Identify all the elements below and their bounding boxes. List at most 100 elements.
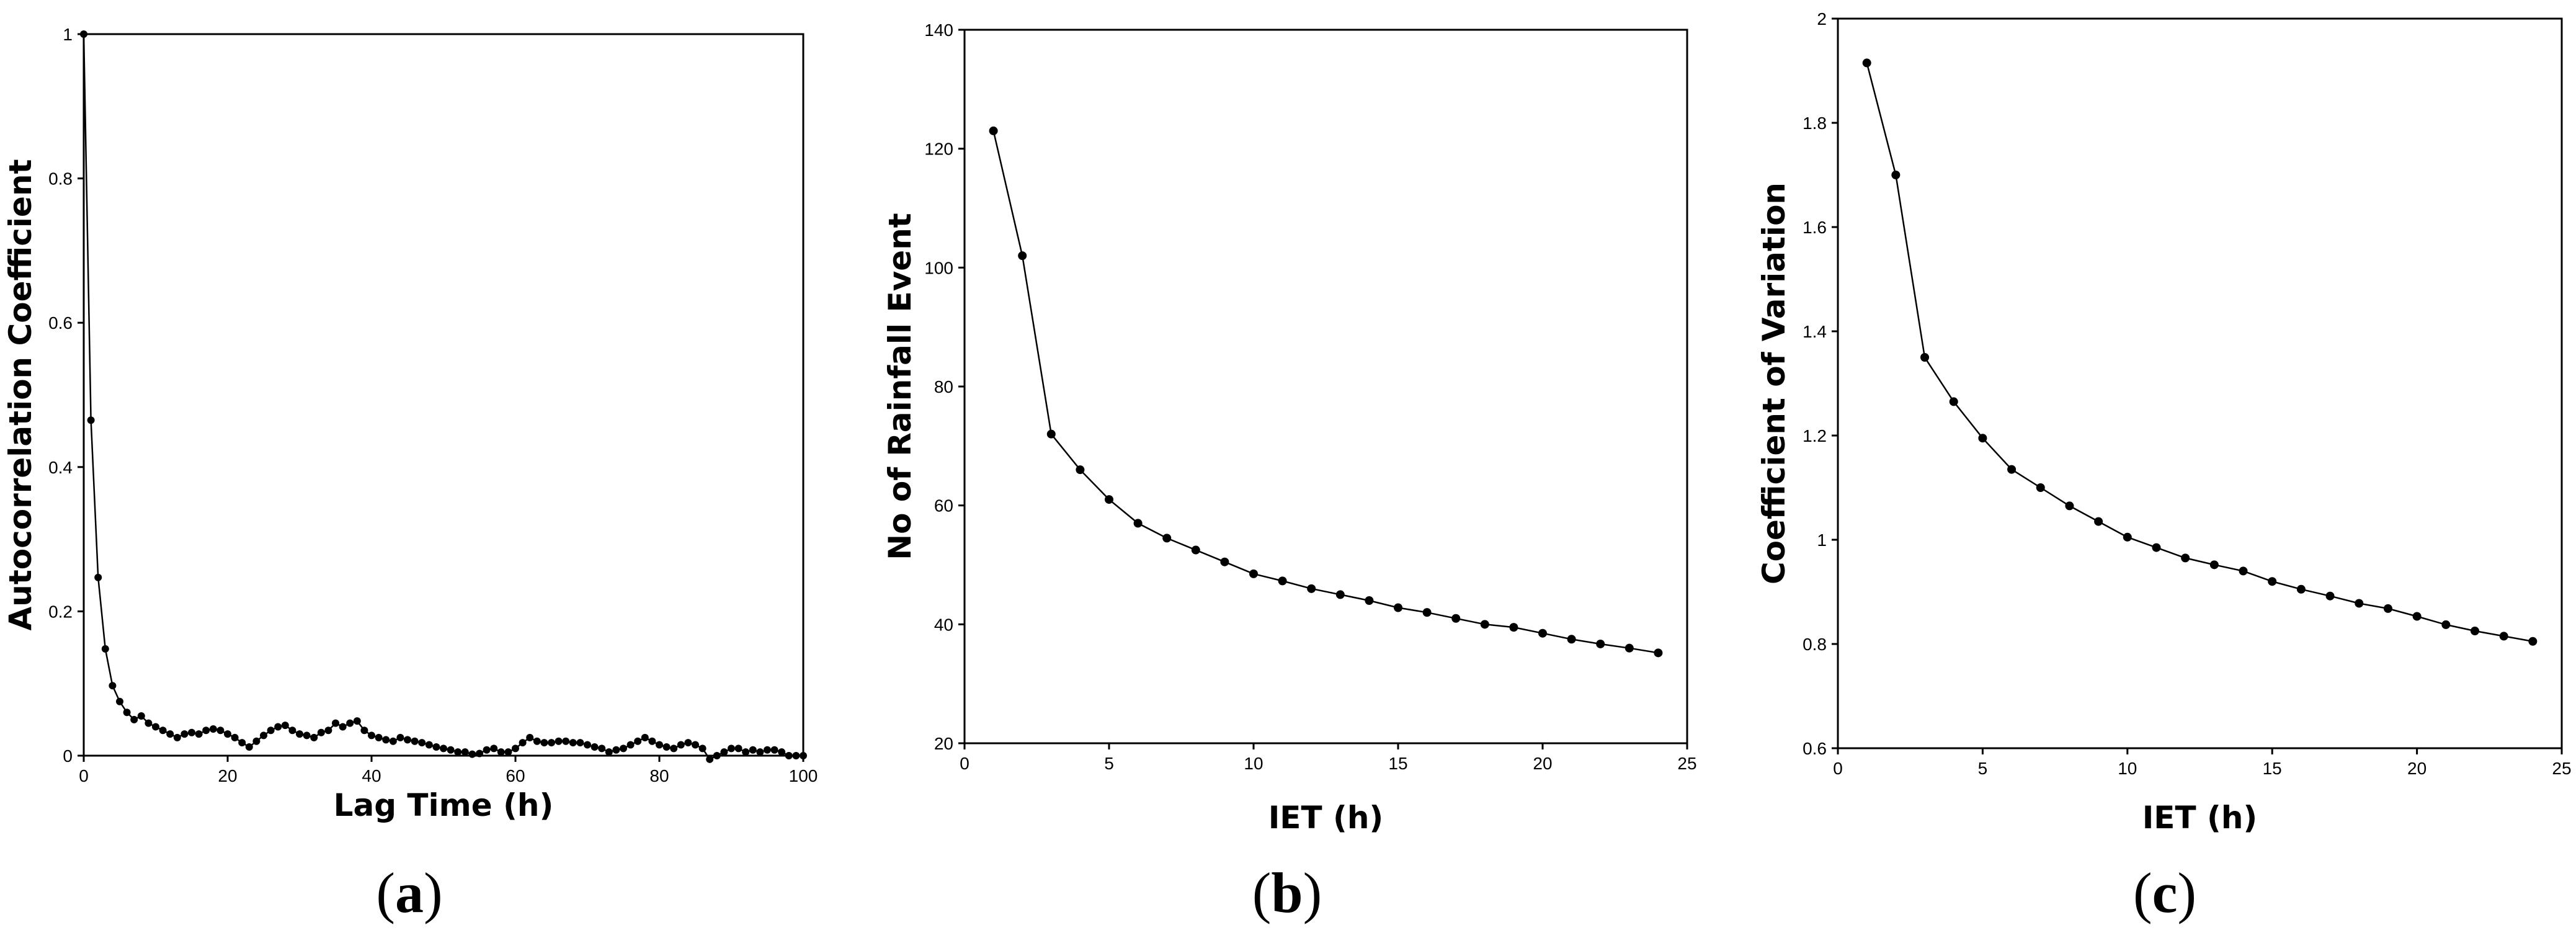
x-tick-label: 60 bbox=[506, 766, 525, 785]
data-point bbox=[526, 733, 534, 741]
panel-label: (a) bbox=[376, 861, 442, 924]
data-point bbox=[656, 741, 663, 749]
data-point bbox=[698, 744, 706, 753]
data-point bbox=[166, 730, 174, 738]
data-point bbox=[540, 739, 548, 747]
data-point bbox=[145, 719, 153, 727]
y-tick-label: 0.2 bbox=[48, 602, 73, 621]
data-point bbox=[706, 755, 714, 763]
data-point bbox=[2239, 566, 2248, 576]
data-point bbox=[713, 752, 721, 759]
data-point bbox=[569, 739, 577, 747]
data-point bbox=[800, 752, 807, 759]
x-tick-label: 20 bbox=[218, 766, 237, 785]
data-point bbox=[339, 723, 347, 731]
data-point bbox=[324, 727, 332, 735]
y-axis-title: Autocorrelation Coefficient bbox=[2, 159, 38, 631]
data-point bbox=[533, 737, 541, 745]
data-point bbox=[792, 752, 800, 759]
data-point bbox=[1654, 648, 1663, 658]
data-point bbox=[1480, 620, 1489, 629]
data-point bbox=[785, 752, 793, 759]
data-point bbox=[281, 722, 289, 730]
data-point bbox=[2470, 627, 2479, 635]
data-point bbox=[598, 744, 606, 753]
data-point bbox=[1596, 639, 1605, 648]
data-point bbox=[1567, 635, 1576, 644]
x-tick-label: 40 bbox=[362, 766, 381, 785]
data-point bbox=[591, 743, 599, 751]
data-point bbox=[1509, 623, 1518, 632]
data-point bbox=[519, 739, 527, 747]
data-point bbox=[756, 748, 764, 756]
data-point bbox=[195, 730, 203, 738]
data-point bbox=[497, 748, 505, 756]
data-point bbox=[2094, 517, 2103, 526]
data-point bbox=[612, 746, 620, 754]
data-point bbox=[101, 645, 109, 653]
data-point bbox=[1365, 596, 1374, 605]
data-point bbox=[670, 744, 678, 753]
x-tick-label: 0 bbox=[79, 766, 89, 785]
data-point bbox=[605, 748, 613, 756]
data-point bbox=[764, 746, 771, 754]
y-tick-label: 0.6 bbox=[48, 313, 73, 333]
data-point bbox=[231, 733, 239, 741]
y-tick-label: 120 bbox=[924, 140, 953, 159]
x-tick-label: 10 bbox=[1244, 754, 1263, 773]
data-point bbox=[447, 746, 455, 754]
data-point bbox=[1949, 397, 1958, 406]
y-tick-label: 0 bbox=[63, 746, 73, 766]
data-point bbox=[425, 741, 433, 749]
data-point bbox=[2123, 532, 2132, 542]
data-point bbox=[303, 731, 311, 740]
data-point bbox=[310, 733, 318, 741]
y-tick-label: 1 bbox=[63, 25, 73, 44]
data-point bbox=[396, 733, 404, 741]
y-tick-label: 1.6 bbox=[1803, 218, 1827, 237]
data-point bbox=[2499, 632, 2508, 641]
data-point bbox=[260, 731, 267, 740]
data-point bbox=[1278, 576, 1287, 586]
x-tick-label: 20 bbox=[2407, 759, 2427, 778]
data-point bbox=[2296, 584, 2306, 594]
data-point bbox=[1335, 590, 1345, 599]
y-tick-label: 60 bbox=[934, 496, 953, 516]
data-point bbox=[555, 737, 563, 745]
y-tick-label: 1.2 bbox=[1803, 426, 1827, 445]
y-tick-label: 20 bbox=[934, 734, 953, 753]
plot-area-frame bbox=[963, 29, 1688, 744]
data-point bbox=[94, 573, 102, 581]
data-point bbox=[80, 30, 87, 38]
x-tick-label: 15 bbox=[2263, 759, 2282, 778]
data-point bbox=[483, 746, 491, 754]
data-point bbox=[375, 733, 383, 741]
data-point bbox=[411, 737, 419, 745]
data-point bbox=[742, 748, 750, 756]
data-point bbox=[173, 733, 181, 741]
data-point bbox=[116, 697, 123, 705]
data-point bbox=[188, 728, 195, 736]
data-point bbox=[1162, 534, 1172, 543]
data-point bbox=[1046, 429, 1056, 439]
data-point bbox=[159, 727, 167, 735]
data-point bbox=[749, 746, 757, 754]
data-point bbox=[288, 727, 296, 735]
data-point bbox=[1978, 434, 1987, 443]
data-point bbox=[2209, 560, 2219, 570]
data-point bbox=[404, 736, 411, 744]
data-point bbox=[252, 737, 261, 745]
x-tick-label: 0 bbox=[1833, 759, 1843, 778]
data-point bbox=[137, 712, 145, 720]
data-point bbox=[504, 748, 512, 756]
data-point bbox=[734, 744, 742, 753]
y-tick-label: 100 bbox=[924, 258, 953, 277]
data-point bbox=[2325, 591, 2335, 601]
data-point bbox=[634, 737, 642, 745]
data-point bbox=[576, 739, 584, 747]
data-point bbox=[692, 741, 699, 749]
data-point bbox=[346, 719, 354, 727]
data-point bbox=[1920, 353, 1930, 362]
y-tick-label: 40 bbox=[934, 615, 953, 634]
